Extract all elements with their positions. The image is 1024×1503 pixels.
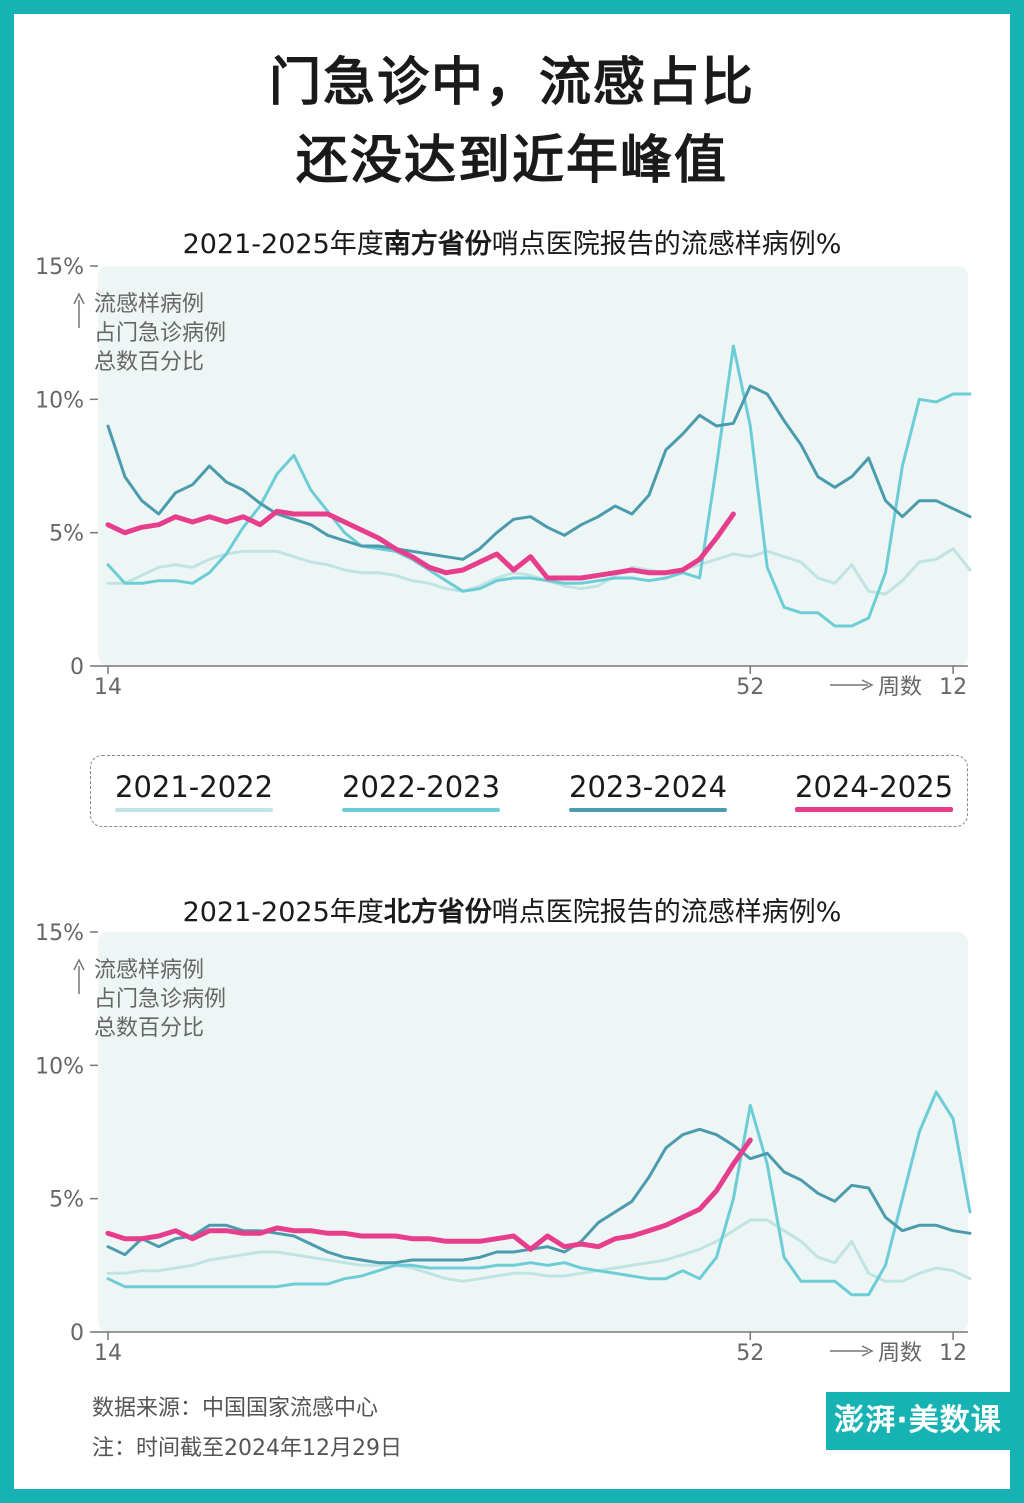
series-line-2024-2025: [105, 508, 736, 581]
y-tick-label: 10%: [35, 388, 84, 413]
y-tick-label: 10%: [35, 1054, 84, 1079]
plot-background: [98, 266, 968, 666]
main-title-line2: 还没达到近年峰值: [295, 131, 728, 191]
series-line-2022-2023: [106, 1090, 972, 1297]
legend-swatch: [115, 808, 274, 812]
x-tick-label: 14: [94, 675, 122, 700]
y-axis-label: 占门急诊病例: [94, 321, 226, 346]
series-line-2022-2023: [106, 344, 972, 628]
x-tick-label: 12: [939, 1341, 967, 1366]
series-line-2023-2024: [106, 384, 972, 561]
legend-swatch: [795, 807, 954, 812]
date-note: 注：时间截至2024年12月29日: [92, 1436, 402, 1461]
series-line-2023-2024: [106, 1127, 972, 1265]
y-tick-label: 15%: [35, 921, 84, 946]
x-axis-label: 周数: [878, 1341, 922, 1366]
x-tick-label: 52: [736, 675, 764, 700]
plot-background: [98, 932, 968, 1332]
y-axis-label: 总数百分比: [94, 350, 204, 375]
y-unit-arrow-icon: [73, 292, 85, 305]
north-chart-title: 2021-2025年度北方省份哨点医院报告的流感样病例%: [182, 897, 842, 928]
y-axis-label: 占门急诊病例: [94, 987, 226, 1012]
x-tick-label: 14: [94, 1341, 122, 1366]
y-unit-arrow-icon: [73, 958, 85, 971]
x-unit-arrow-icon: [861, 1345, 874, 1357]
y-tick-label: 0: [70, 1321, 84, 1346]
legend: 2021-2022 2022-2023 2023-2024 2024-2025: [90, 755, 968, 827]
series-line-2021-2022: [106, 1218, 972, 1283]
x-tick-label: 12: [939, 675, 967, 700]
x-unit-arrow-icon: [861, 679, 874, 691]
legend-item-2023-2024: 2023-2024: [569, 770, 728, 812]
y-tick-label: 15%: [35, 255, 84, 280]
y-tick-label: 5%: [49, 1188, 84, 1213]
brand-logo: 澎湃·美数课: [826, 1392, 1010, 1450]
y-tick-label: 0: [70, 655, 84, 680]
series-line-2024-2025: [105, 1137, 753, 1252]
source-note: 数据来源：中国国家流感中心: [92, 1396, 379, 1421]
y-axis-label: 流感样病例: [94, 292, 204, 317]
legend-swatch: [569, 808, 728, 812]
legend-swatch: [342, 808, 501, 812]
legend-item-2021-2022: 2021-2022: [115, 770, 274, 812]
legend-item-2024-2025: 2024-2025: [795, 770, 954, 812]
south-chart-title: 2021-2025年度南方省份哨点医院报告的流感样病例%: [182, 229, 842, 260]
y-axis-label: 总数百分比: [94, 1016, 204, 1041]
x-axis-label: 周数: [878, 675, 922, 700]
main-title-line1: 门急诊中，流感占比: [268, 53, 755, 113]
y-axis-label: 流感样病例: [94, 958, 204, 983]
x-tick-label: 52: [736, 1341, 764, 1366]
y-tick-label: 5%: [49, 522, 84, 547]
legend-item-2022-2023: 2022-2023: [342, 770, 501, 812]
